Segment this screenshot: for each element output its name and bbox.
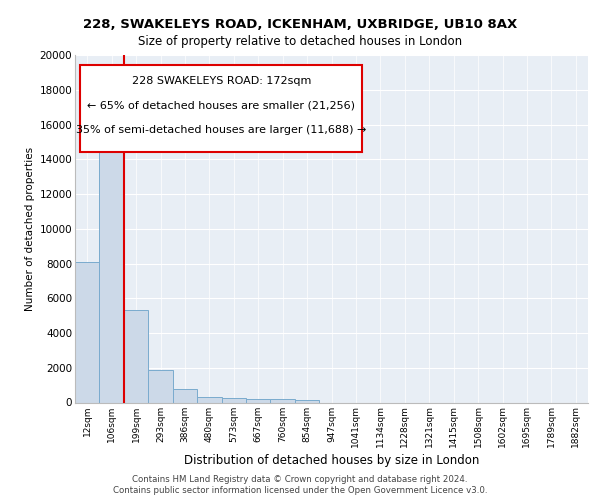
Bar [197,397,221,402]
Text: 35% of semi-detached houses are larger (11,688) →: 35% of semi-detached houses are larger (… [76,124,367,134]
Bar [246,398,271,402]
FancyBboxPatch shape [80,66,362,152]
Bar [75,262,100,402]
X-axis label: Distribution of detached houses by size in London: Distribution of detached houses by size … [184,454,479,468]
Text: ← 65% of detached houses are smaller (21,256): ← 65% of detached houses are smaller (21… [87,100,355,110]
Text: 228, SWAKELEYS ROAD, ICKENHAM, UXBRIDGE, UB10 8AX: 228, SWAKELEYS ROAD, ICKENHAM, UXBRIDGE,… [83,18,517,30]
Y-axis label: Number of detached properties: Number of detached properties [25,146,35,311]
Bar [100,114,124,403]
Text: 228 SWAKELEYS ROAD: 172sqm: 228 SWAKELEYS ROAD: 172sqm [131,76,311,86]
Bar [124,310,148,402]
Text: Contains public sector information licensed under the Open Government Licence v3: Contains public sector information licen… [113,486,487,495]
Text: Size of property relative to detached houses in London: Size of property relative to detached ho… [138,35,462,48]
Bar [173,390,197,402]
Bar [295,400,319,402]
Bar [148,370,173,402]
Bar [271,399,295,402]
Text: Contains HM Land Registry data © Crown copyright and database right 2024.: Contains HM Land Registry data © Crown c… [132,475,468,484]
Bar [221,398,246,402]
